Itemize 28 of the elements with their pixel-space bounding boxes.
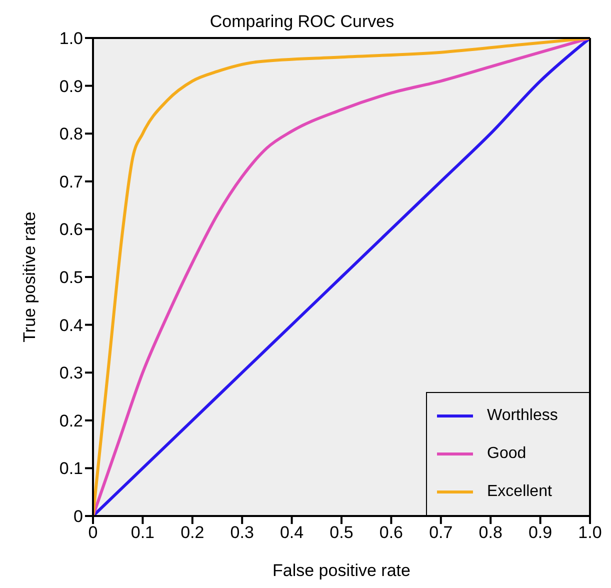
x-tick-label: 0.4 — [280, 523, 304, 542]
x-tick-label: 0.6 — [379, 523, 404, 542]
x-tick-label: 0.3 — [230, 523, 254, 542]
x-tick-label: 0.2 — [180, 523, 204, 542]
y-tick-label: 0.2 — [59, 411, 83, 430]
x-tick-label: 0.8 — [478, 523, 502, 542]
y-tick-label: 0.1 — [59, 459, 83, 478]
legend-label: Worthless — [487, 407, 558, 425]
y-tick-label: 0.5 — [59, 268, 83, 288]
chart-title: Comparing ROC Curves — [210, 12, 394, 31]
y-axis-title: True positive rate — [20, 212, 40, 342]
y-tick-label: 0 — [74, 507, 83, 526]
y-tick-label: 0.7 — [59, 172, 83, 192]
legend-label: Excellent — [487, 483, 552, 501]
x-tick-label: 1.0 — [578, 523, 602, 542]
x-tick-label: 0.5 — [330, 523, 354, 542]
y-tick-label: 0.9 — [59, 76, 83, 96]
legend-label: Good — [487, 445, 526, 463]
y-tick-label: 0.4 — [59, 316, 83, 335]
x-tick-label: 0 — [88, 523, 98, 542]
x-axis-title: False positive rate — [272, 561, 410, 580]
y-tick-label: 0.6 — [59, 220, 83, 240]
x-tick-label: 0.1 — [130, 523, 155, 542]
y-tick-label: 0.8 — [59, 124, 83, 144]
y-tick-label: 0.3 — [59, 364, 83, 383]
y-tick-label: 1.0 — [59, 29, 83, 48]
x-tick-label: 0.7 — [429, 523, 453, 542]
x-tick-label: 0.9 — [528, 523, 552, 542]
